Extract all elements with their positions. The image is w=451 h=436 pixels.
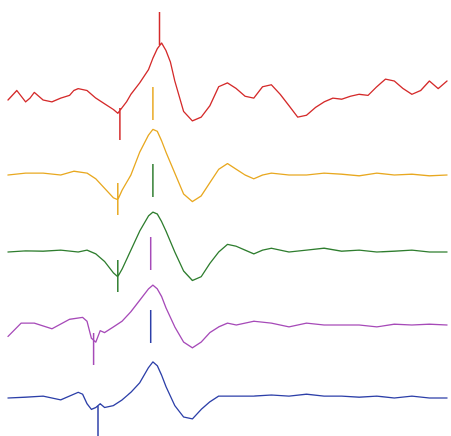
trace-line-5 [8, 362, 447, 419]
trace-line-1 [8, 43, 447, 121]
trace-line-3 [8, 212, 447, 280]
trace-line-4 [8, 285, 447, 348]
trace-line-2 [8, 129, 447, 201]
traces-group [8, 12, 447, 436]
